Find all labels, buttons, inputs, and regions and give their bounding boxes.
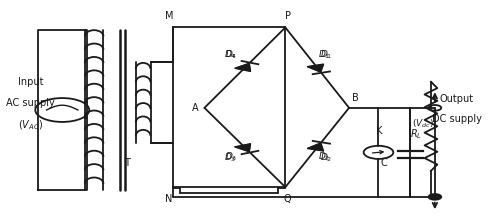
Text: $D_3$: $D_3$ — [224, 152, 236, 164]
Text: $D_2$: $D_2$ — [320, 152, 332, 164]
Text: T: T — [124, 158, 130, 168]
Text: M: M — [165, 11, 173, 20]
Text: Input: Input — [18, 77, 43, 87]
Text: $D_2$: $D_2$ — [318, 150, 330, 163]
Text: Q: Q — [284, 194, 292, 204]
Text: $R_L$: $R_L$ — [410, 127, 422, 141]
Text: $(V_{AC})$: $(V_{AC})$ — [18, 118, 43, 132]
Text: Output: Output — [440, 94, 474, 104]
Text: N: N — [166, 194, 173, 204]
Text: DC supply: DC supply — [432, 114, 482, 124]
Text: $(V_{dc})$: $(V_{dc})$ — [412, 118, 434, 130]
Polygon shape — [235, 63, 250, 71]
Text: P: P — [285, 11, 291, 20]
Polygon shape — [308, 143, 324, 151]
Text: A: A — [192, 103, 199, 113]
Text: C: C — [381, 158, 388, 168]
Text: $D_3$: $D_3$ — [225, 150, 237, 163]
Text: $D_4$: $D_4$ — [225, 48, 237, 61]
Circle shape — [428, 194, 441, 200]
Text: K: K — [376, 126, 382, 136]
Text: AC supply: AC supply — [6, 99, 55, 108]
Text: $D_1$: $D_1$ — [318, 48, 331, 61]
Text: B: B — [352, 93, 358, 103]
Text: $D_4$: $D_4$ — [224, 48, 236, 61]
Polygon shape — [308, 64, 324, 72]
Text: $D_1$: $D_1$ — [320, 48, 332, 61]
Polygon shape — [235, 144, 250, 152]
